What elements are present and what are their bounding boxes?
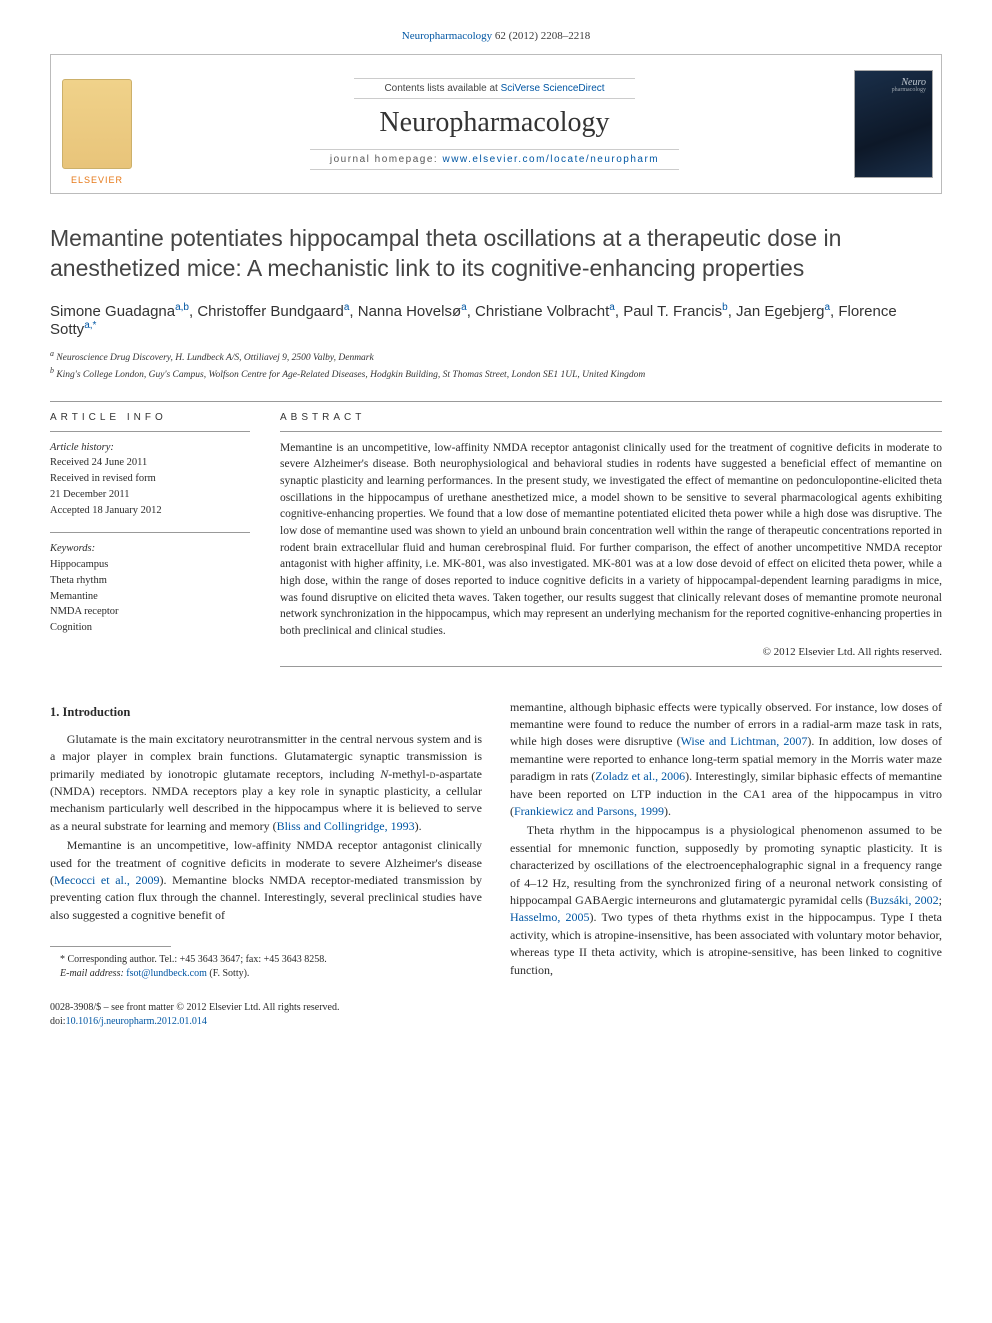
citation-line: Neuropharmacology 62 (2012) 2208–2218 <box>50 30 942 42</box>
homepage-prefix: journal homepage: <box>330 154 443 165</box>
affiliations: a Neuroscience Drug Discovery, H. Lundbe… <box>50 348 942 383</box>
divider <box>280 666 942 667</box>
author-aff-sup[interactable]: a <box>344 302 350 313</box>
body-columns: 1. Introduction Glutamate is the main ex… <box>50 699 942 981</box>
keyword: Hippocampus <box>50 557 250 573</box>
history-revised-date: 21 December 2011 <box>50 487 250 503</box>
corresponding-email-link[interactable]: fsot@lundbeck.com <box>126 968 207 979</box>
article-history: Article history: Received 24 June 2011 R… <box>50 440 250 519</box>
citation-link[interactable]: Bliss and Collingridge, 1993 <box>277 819 415 833</box>
author: Nanna Hovelsøa <box>358 303 467 320</box>
author: Paul T. Francisb <box>623 303 728 320</box>
contents-available-line: Contents lists available at SciVerse Sci… <box>354 78 634 99</box>
doi-line: doi:10.1016/j.neuropharm.2012.01.014 <box>50 1015 942 1029</box>
abstract-text: Memantine is an uncompetitive, low-affin… <box>280 440 942 640</box>
article-title: Memantine potentiates hippocampal theta … <box>50 224 942 284</box>
divider <box>50 431 250 432</box>
page-footer: 0028-3908/$ – see front matter © 2012 El… <box>50 1001 942 1029</box>
citation-link[interactable]: Frankiewicz and Parsons, 1999 <box>514 804 664 818</box>
abstract-copyright: © 2012 Elsevier Ltd. All rights reserved… <box>280 646 942 658</box>
masthead: ELSEVIER Contents lists available at Sci… <box>50 54 942 194</box>
divider <box>50 532 250 533</box>
masthead-center: Contents lists available at SciVerse Sci… <box>143 55 846 193</box>
body-paragraph: Memantine is an uncompetitive, low-affin… <box>50 837 482 924</box>
citation-link[interactable]: Zoladz et al., 2006 <box>595 769 685 783</box>
homepage-link[interactable]: www.elsevier.com/locate/neuropharm <box>442 154 659 165</box>
affiliation-b: b King's College London, Guy's Campus, W… <box>50 365 942 382</box>
author-aff-sup[interactable]: a,* <box>84 320 96 331</box>
corresponding-author-note: * Corresponding author. Tel.: +45 3643 3… <box>50 953 482 967</box>
keywords-heading: Keywords: <box>50 541 250 557</box>
citation-link[interactable]: Buzsáki, 2002 <box>870 893 939 907</box>
divider <box>280 431 942 432</box>
elsevier-wordmark: ELSEVIER <box>62 175 132 185</box>
issn-copyright-line: 0028-3908/$ – see front matter © 2012 El… <box>50 1001 942 1015</box>
abstract-panel: ABSTRACT Memantine is an uncompetitive, … <box>280 412 942 675</box>
keyword: Cognition <box>50 620 250 636</box>
affiliation-a: a Neuroscience Drug Discovery, H. Lundbe… <box>50 348 942 365</box>
doi-link[interactable]: 10.1016/j.neuropharm.2012.01.014 <box>66 1016 207 1027</box>
journal-homepage-line: journal homepage: www.elsevier.com/locat… <box>310 149 679 170</box>
article-info-label: ARTICLE INFO <box>50 412 250 423</box>
corresponding-email-note: E-mail address: fsot@lundbeck.com (F. So… <box>50 967 482 981</box>
masthead-right <box>846 55 941 193</box>
journal-cover-thumbnail[interactable] <box>854 70 933 178</box>
history-heading: Article history: <box>50 440 250 456</box>
abstract-label: ABSTRACT <box>280 412 942 423</box>
journal-name: Neuropharmacology <box>379 107 609 139</box>
keywords-block: Keywords: Hippocampus Theta rhythm Meman… <box>50 541 250 636</box>
footnote-divider <box>50 946 171 947</box>
sciencedirect-link[interactable]: SciVerse ScienceDirect <box>501 83 605 94</box>
keyword: Theta rhythm <box>50 573 250 589</box>
info-abstract-row: ARTICLE INFO Article history: Received 2… <box>50 412 942 675</box>
author-aff-sup[interactable]: b <box>722 302 728 313</box>
author: Christiane Volbrachta <box>475 303 615 320</box>
article-info-panel: ARTICLE INFO Article history: Received 2… <box>50 412 250 675</box>
history-accepted: Accepted 18 January 2012 <box>50 503 250 519</box>
author: Jan Egebjerga <box>736 303 830 320</box>
citation-link[interactable]: Wise and Lichtman, 2007 <box>681 734 808 748</box>
citation-journal-link[interactable]: Neuropharmacology <box>402 30 492 42</box>
history-received: Received 24 June 2011 <box>50 455 250 471</box>
citation-issue: 62 (2012) 2208–2218 <box>495 30 590 42</box>
author-aff-sup[interactable]: a <box>609 302 615 313</box>
body-paragraph: Glutamate is the main excitatory neurotr… <box>50 731 482 835</box>
body-paragraph: Theta rhythm in the hippocampus is a phy… <box>510 822 942 979</box>
author-aff-sup[interactable]: a <box>461 302 467 313</box>
body-paragraph: memantine, although biphasic effects wer… <box>510 699 942 821</box>
author-list: Simone Guadagnaa,b, Christoffer Bundgaar… <box>50 302 942 338</box>
author-aff-sup[interactable]: a,b <box>175 302 189 313</box>
section-heading-introduction: 1. Introduction <box>50 703 482 721</box>
citation-link[interactable]: Hasselmo, 2005 <box>510 910 590 924</box>
masthead-left: ELSEVIER <box>51 55 143 193</box>
citation-link[interactable]: Mecocci et al., 2009 <box>54 873 160 887</box>
author: Simone Guadagnaa,b <box>50 303 189 320</box>
contents-prefix: Contents lists available at <box>384 83 500 94</box>
keyword: Memantine <box>50 589 250 605</box>
history-revised-label: Received in revised form <box>50 471 250 487</box>
author: Christoffer Bundgaarda <box>197 303 349 320</box>
keyword: NMDA receptor <box>50 604 250 620</box>
author-aff-sup[interactable]: a <box>824 302 830 313</box>
divider <box>50 401 942 402</box>
elsevier-tree-logo <box>62 79 132 169</box>
